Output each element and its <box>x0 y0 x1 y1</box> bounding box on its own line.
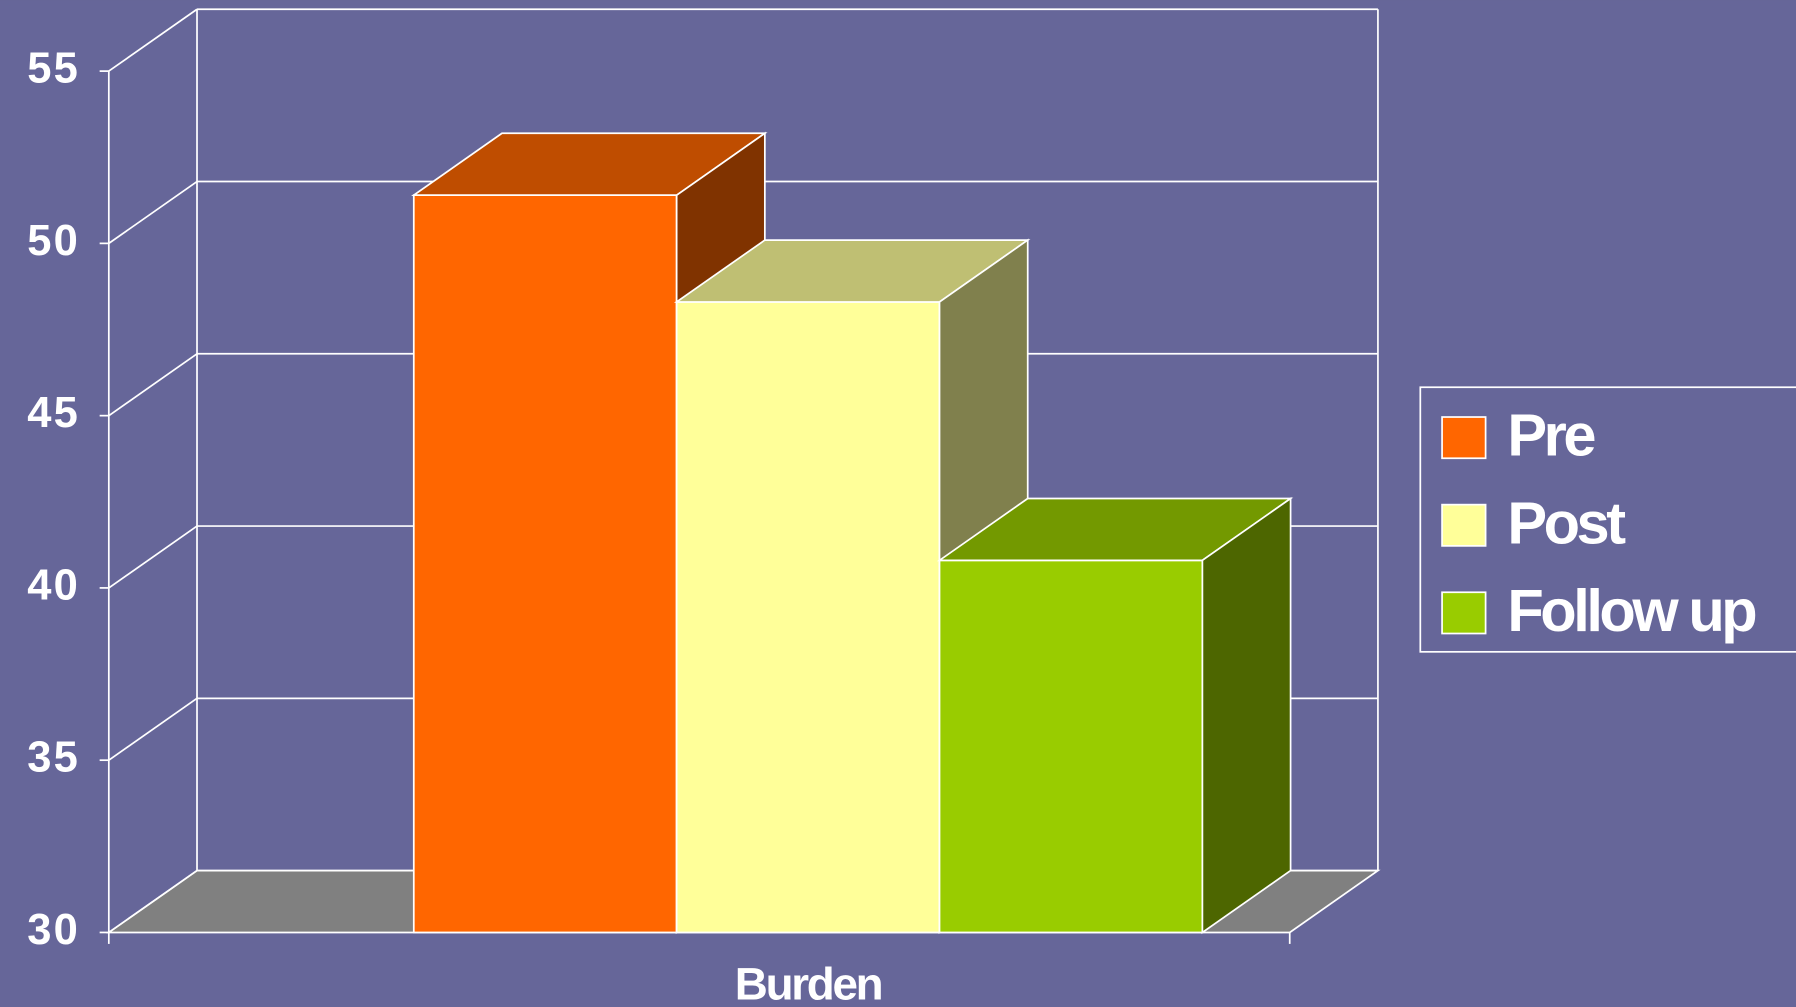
y-tick-label: 30 <box>27 906 80 954</box>
legend-swatch <box>1441 591 1487 635</box>
grid-line-side <box>108 869 198 934</box>
bar-front <box>675 301 941 934</box>
legend-swatch <box>1441 503 1487 547</box>
legend-swatch <box>1441 416 1487 460</box>
legend-label: Follow up <box>1507 577 1755 644</box>
y-tick-label: 35 <box>27 734 80 782</box>
grid-line-side <box>108 525 198 589</box>
y-tick-label: 45 <box>27 389 80 437</box>
y-tick-label: 40 <box>27 561 80 609</box>
grid-line-side <box>108 8 198 72</box>
y-tick-label: 50 <box>27 217 80 265</box>
bar-side <box>1201 496 1292 935</box>
legend-label: Pre <box>1507 402 1595 469</box>
x-tick-label: Burden <box>735 959 882 1007</box>
legend-label: Post <box>1507 489 1626 556</box>
grid-line-side <box>108 353 198 417</box>
legend-box <box>1419 386 1796 653</box>
grid-line-side <box>108 697 198 761</box>
bar-front <box>412 194 678 934</box>
grid-line-side <box>108 180 198 245</box>
y-tick-label: 55 <box>27 45 80 93</box>
bar-front <box>938 559 1204 934</box>
